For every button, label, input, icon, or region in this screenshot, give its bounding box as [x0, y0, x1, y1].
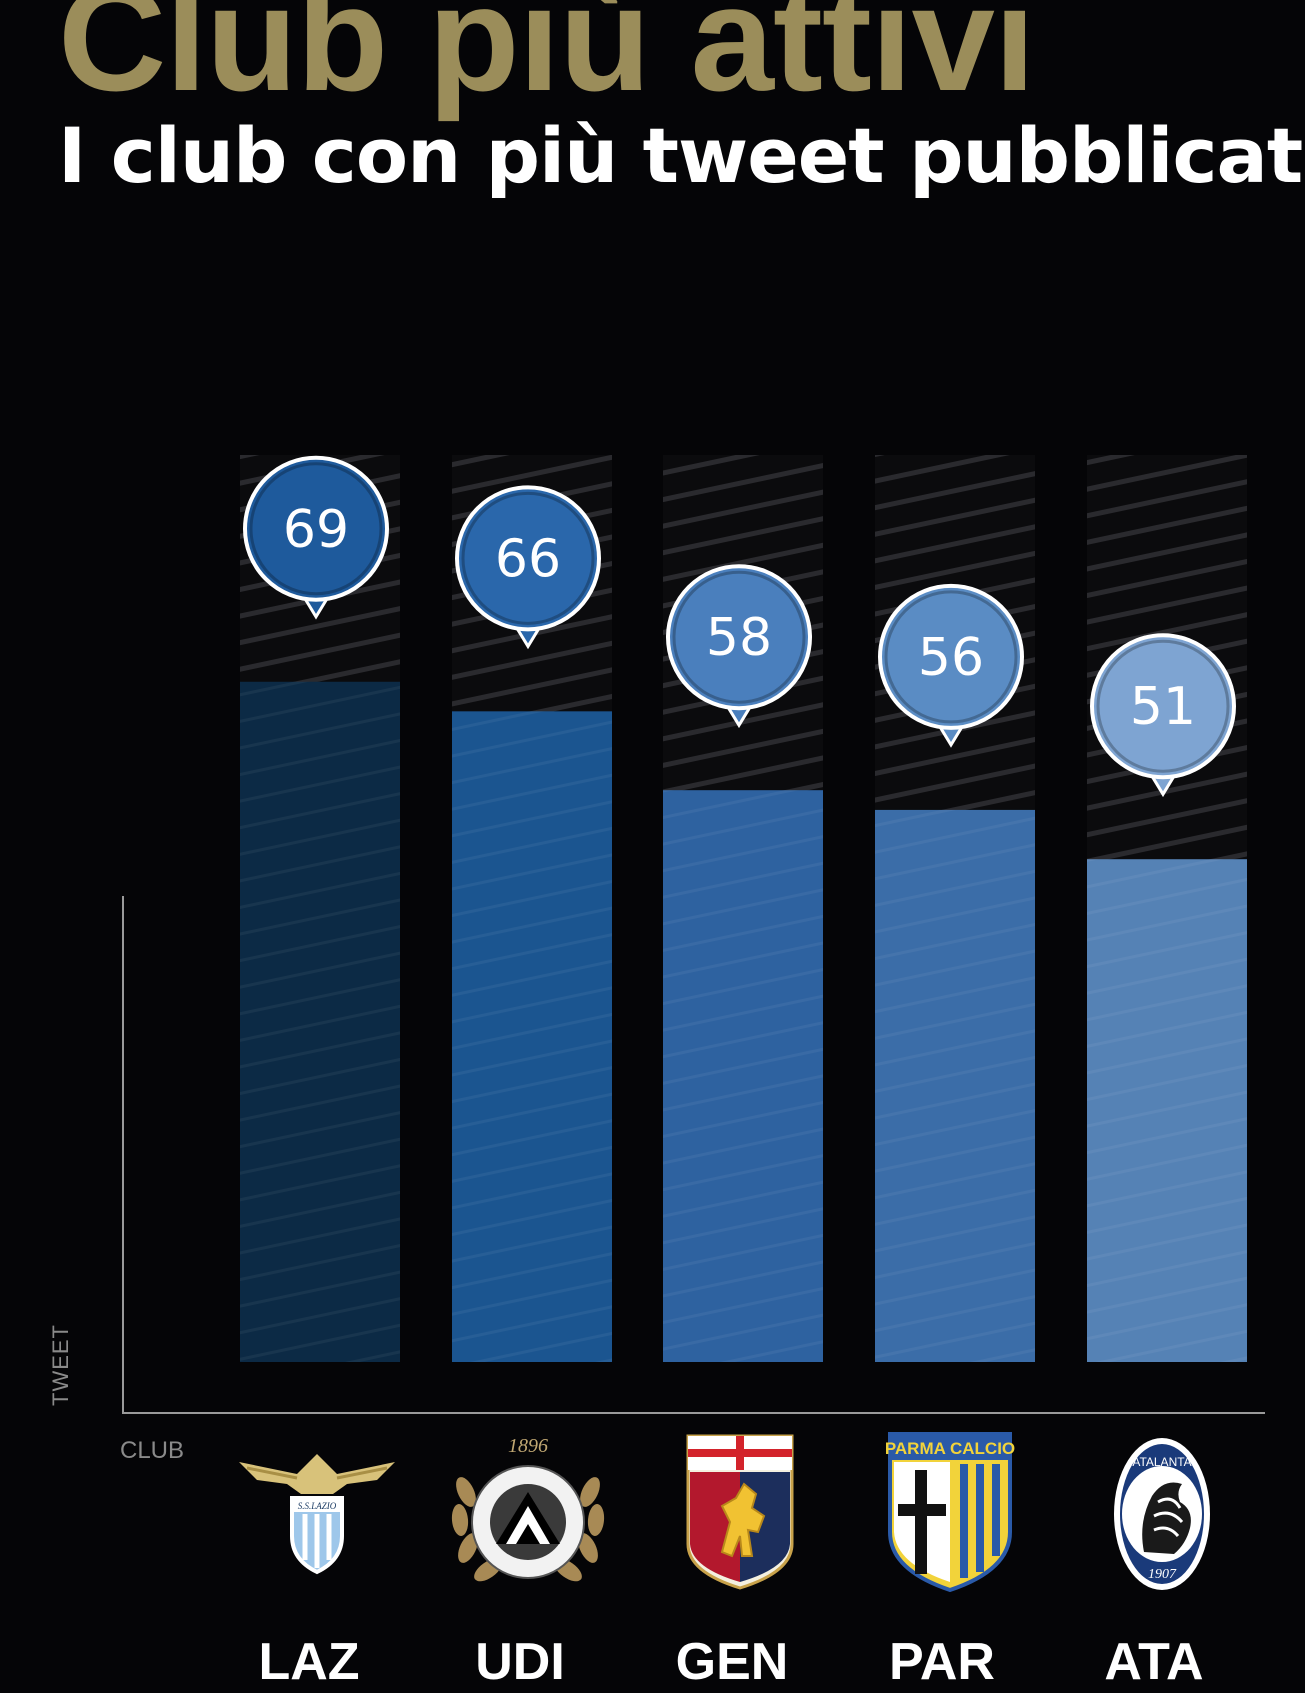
bar-texture-par [875, 809, 1035, 1362]
lazio-crest-text: S.S.LAZIO [298, 1501, 337, 1511]
atalanta-crest-year: 1907 [1148, 1567, 1177, 1582]
atalanta-crest-icon: ATALANTA 1907 [1114, 1438, 1210, 1590]
x-tick-label-ata: ATA [1104, 1633, 1204, 1691]
y-axis-label: TWEET [48, 1324, 73, 1406]
data-label-par: 56 [918, 628, 984, 688]
bar-texture-gen [663, 790, 823, 1362]
x-tick-label-laz: LAZ [258, 1633, 360, 1691]
value-bubble-gen: 58 [666, 564, 812, 729]
data-label-laz: 69 [283, 500, 349, 560]
chart-title: Club più attivi [58, 0, 1036, 122]
bubble-circle-ata [1090, 633, 1236, 780]
bar-texture-udi [452, 711, 612, 1362]
bubble-ring-gen [672, 570, 806, 704]
bubble-circle-par [878, 583, 1024, 730]
udinese-crest-year: 1896 [508, 1435, 548, 1457]
x-axis-label: CLUB [120, 1437, 185, 1464]
atalanta-crest-text: ATALANTA [1132, 1455, 1191, 1469]
x-tick-label-par: PAR [889, 1633, 995, 1691]
chart-subtitle: I club con più tweet pubblicati [58, 111, 1305, 200]
value-bubble-laz: 69 [243, 455, 389, 620]
lazio-crest-icon: S.S.LAZIO [239, 1454, 395, 1575]
bubble-circle-udi [455, 485, 601, 632]
x-tick-label-gen: GEN [675, 1633, 789, 1691]
data-label-ata: 51 [1130, 677, 1196, 737]
udinese-crest-icon: 1896 [451, 1435, 605, 1582]
bar-texture-ata [1087, 859, 1247, 1362]
data-label-gen: 58 [706, 608, 772, 668]
bubble-ring-par [884, 590, 1018, 724]
bars-layer: 69 66 58 56 51 [240, 455, 1247, 1362]
value-bubble-par: 56 [878, 583, 1024, 748]
parma-crest-icon: PARMA CALCIO [885, 1432, 1015, 1592]
bar-texture-laz [240, 681, 400, 1362]
value-bubble-udi: 66 [455, 485, 601, 650]
bubble-circle-gen [666, 564, 812, 711]
bubble-circle-laz [243, 455, 389, 602]
bubble-ring-udi [461, 491, 595, 625]
value-bubble-ata: 51 [1090, 633, 1236, 798]
genoa-crest-icon [686, 1434, 794, 1590]
x-tick-label-udi: UDI [475, 1633, 565, 1691]
bubble-ring-ata [1096, 639, 1230, 773]
parma-crest-text: PARMA CALCIO [885, 1439, 1015, 1458]
bubble-ring-laz [249, 462, 383, 596]
data-label-udi: 66 [495, 529, 561, 589]
